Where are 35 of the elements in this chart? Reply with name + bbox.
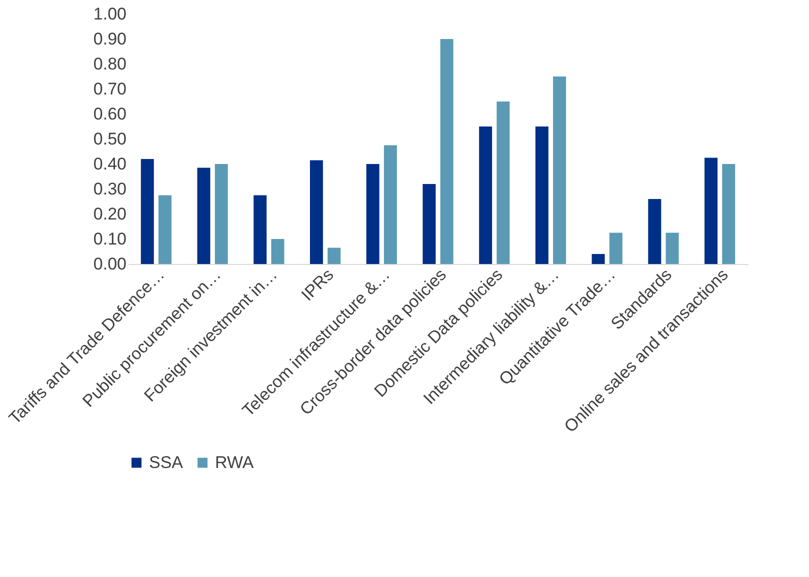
bar (422, 184, 436, 264)
bar (254, 195, 267, 264)
y-tick-label: 0.30 (93, 180, 126, 198)
bar (592, 254, 605, 264)
bar (722, 164, 736, 264)
bar (553, 76, 566, 264)
y-tick-label: 0.90 (93, 30, 126, 48)
bar (704, 158, 718, 264)
bar (440, 39, 454, 264)
bar (666, 232, 679, 264)
bar (479, 126, 492, 264)
bar (496, 102, 510, 264)
bar (648, 199, 662, 264)
bar (328, 248, 341, 264)
bar (366, 164, 380, 264)
y-tick-label: 0.70 (93, 80, 126, 98)
y-tick-label: 0.50 (93, 130, 126, 148)
y-tick-label: 0.10 (93, 230, 126, 248)
bar (535, 126, 548, 264)
bar (214, 164, 228, 264)
bar (384, 145, 397, 264)
legend-label: SSA (149, 452, 184, 472)
y-tick-label: 0.20 (93, 204, 126, 224)
y-tick-label: 0.00 (93, 254, 126, 274)
bar (609, 232, 622, 264)
bar (271, 239, 284, 264)
bar (310, 160, 323, 264)
y-tick-label: 1.00 (93, 4, 126, 24)
legend-label: RWA (215, 452, 254, 472)
y-tick-label: 0.60 (93, 104, 126, 124)
bar (197, 168, 210, 264)
bar (158, 195, 172, 264)
y-tick-label: 0.80 (93, 54, 126, 74)
y-tick-label: 0.40 (93, 154, 126, 174)
bar (140, 159, 154, 264)
